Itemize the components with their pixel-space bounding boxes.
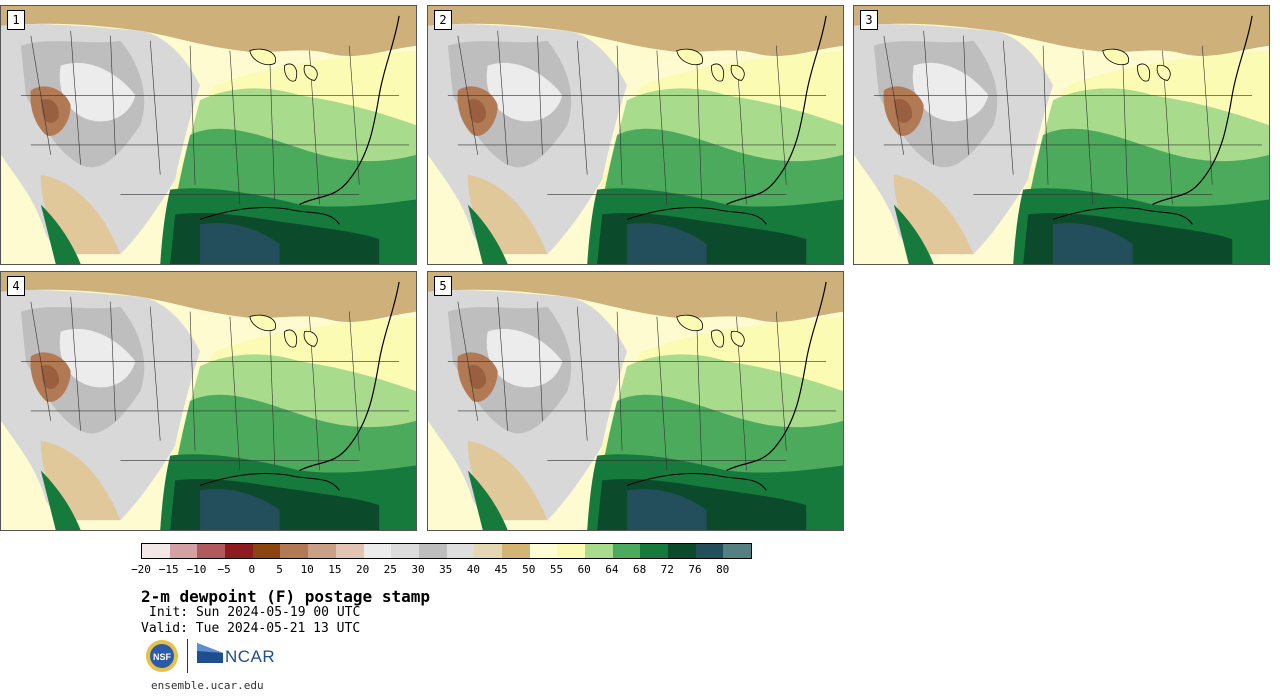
- member-label: 5: [434, 276, 452, 296]
- colorbar-tick-label: 76: [688, 563, 702, 576]
- ncar-logo-text: NCAR: [225, 647, 276, 666]
- colorbar-tick-label: 55: [549, 563, 564, 576]
- postage-stamp-panel: 3: [853, 5, 1270, 265]
- colorbar-swatch: [668, 544, 696, 558]
- colorbar-tick-label: −15: [158, 563, 179, 576]
- postage-stamp-panel: 2: [427, 5, 844, 265]
- colorbar-tick-label: 45: [494, 563, 508, 576]
- colorbar-tick-label: 30: [411, 563, 425, 576]
- colorbar-tick-label: 35: [439, 563, 453, 576]
- colorbar-swatch: [169, 544, 198, 558]
- colorbar-swatch: [612, 544, 641, 558]
- colorbar-swatch: [640, 544, 669, 558]
- colorbar-tick-label: 68: [632, 563, 647, 576]
- colorbar-swatch: [446, 544, 475, 558]
- colorbar-swatch: [557, 544, 585, 558]
- dewpoint-map: [1, 272, 416, 530]
- colorbar-tick-label: 5: [276, 563, 283, 576]
- colorbar-swatch: [280, 544, 309, 558]
- member-label: 3: [860, 10, 878, 30]
- member-label: 4: [7, 276, 25, 296]
- colorbar-swatch: [308, 544, 336, 558]
- logo-divider: [187, 639, 188, 673]
- colorbar-swatch: [501, 544, 530, 558]
- dewpoint-map: [428, 272, 843, 530]
- member-label: 2: [434, 10, 452, 30]
- colorbar-swatch: [391, 544, 419, 558]
- colorbar-swatch: [695, 544, 724, 558]
- colorbar-swatch: [142, 544, 170, 558]
- ncar-logo-icon: [197, 643, 223, 663]
- colorbar-tick-label: −10: [186, 563, 207, 576]
- colorbar-tick-label: 60: [577, 563, 591, 576]
- colorbar-tick-label: 25: [383, 563, 397, 576]
- member-label: 1: [7, 10, 25, 30]
- colorbar-tick-label: 0: [248, 563, 256, 576]
- colorbar-swatch: [529, 544, 558, 558]
- colorbar-swatch: [225, 544, 253, 558]
- colorbar-swatch: [197, 544, 226, 558]
- colorbar-swatch: [418, 544, 447, 558]
- colorbar-swatch: [585, 544, 613, 558]
- colorbar-tick-label: 20: [355, 563, 370, 576]
- colorbar-tick-label: 40: [466, 563, 481, 576]
- colorbar-tick-label: 64: [605, 563, 619, 576]
- dewpoint-map: [854, 6, 1269, 264]
- colorbar-tick-label: 50: [522, 563, 536, 576]
- postage-stamp-panel: 4: [0, 271, 417, 531]
- colorbar-tick-label: −20: [131, 563, 151, 576]
- colorbar-tick-label: −5: [217, 563, 231, 576]
- colorbar-tick-label: 72: [660, 563, 674, 576]
- colorbar-tick-label: 80: [716, 563, 730, 576]
- colorbar-swatch: [723, 544, 752, 558]
- colorbar-ticks: −20 −15 −10 −5 0 5 10 15 20 25 30 35 40 45 50 55 60 64 68 7…: [131, 563, 757, 577]
- source-url: ensemble.ucar.edu: [151, 679, 264, 692]
- init-time: Init: Sun 2024-05-19 00 UTC: [149, 605, 361, 620]
- chart-title: 2-m dewpoint (F) postage stamp: [141, 587, 430, 606]
- colorbar-swatch: [474, 544, 502, 558]
- nsf-logo-icon: NSF: [146, 640, 178, 672]
- colorbar-swatch: [335, 544, 364, 558]
- postage-stamp-panel: 1: [0, 5, 417, 265]
- logos: NSF NCAR: [145, 637, 280, 677]
- dewpoint-map: [1, 6, 416, 264]
- nsf-logo-text: NSF: [153, 652, 172, 662]
- dewpoint-colorbar: [141, 543, 753, 559]
- colorbar-tick-label: 10: [300, 563, 314, 576]
- valid-time: Valid: Tue 2024-05-21 13 UTC: [141, 621, 361, 636]
- dewpoint-map: [428, 6, 843, 264]
- postage-stamp-panel: 5: [427, 271, 844, 531]
- colorbar-swatch: [363, 544, 392, 558]
- colorbar-tick-label: 15: [328, 563, 342, 576]
- colorbar-swatch: [252, 544, 281, 558]
